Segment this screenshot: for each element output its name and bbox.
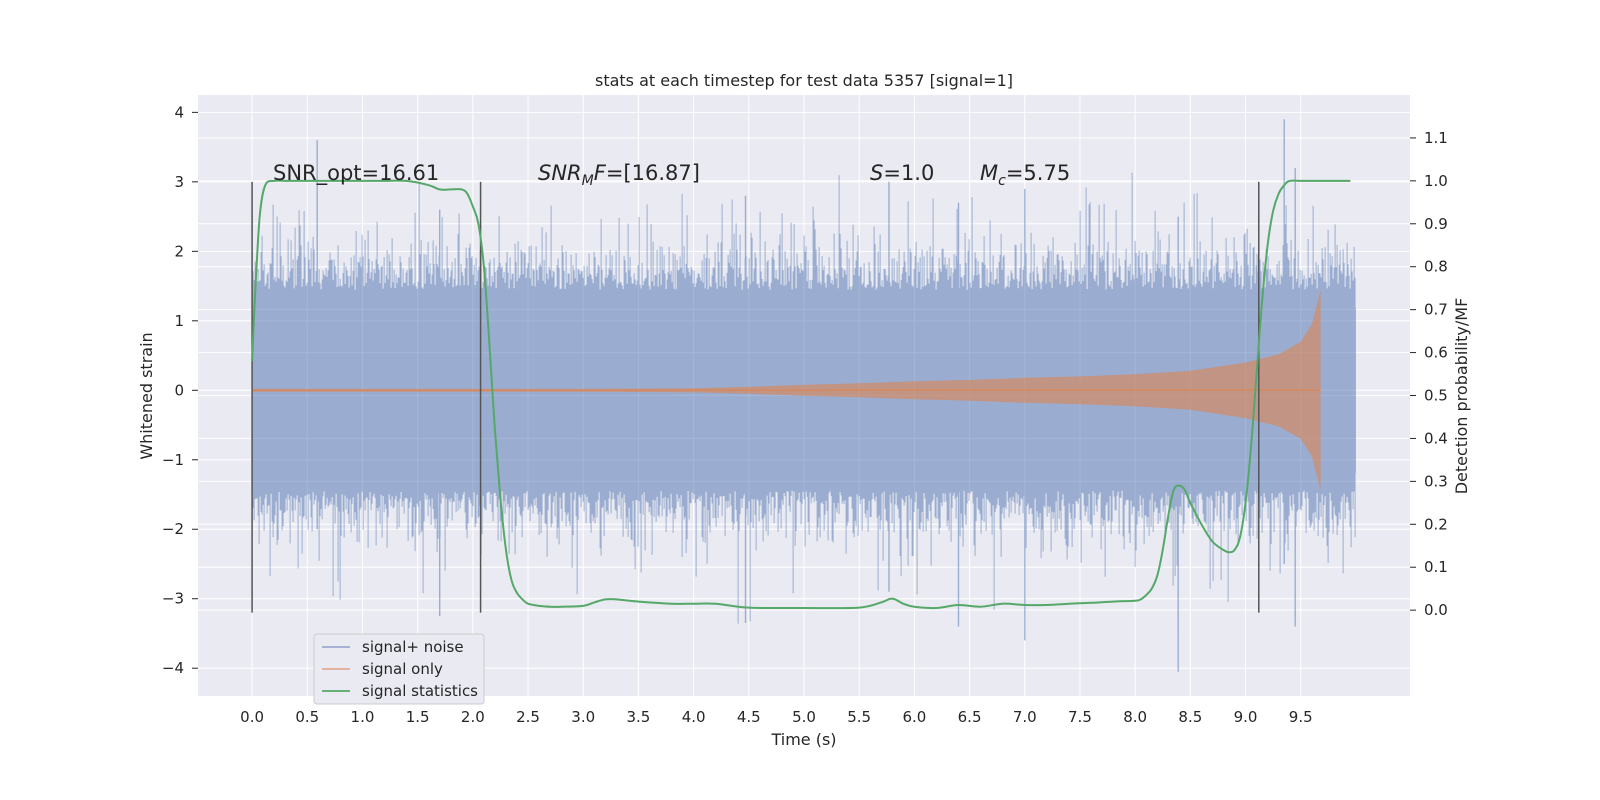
y-right-tick-label: 1.1 — [1424, 129, 1448, 147]
x-tick-label: 5.0 — [792, 708, 816, 726]
y-right-tick-label: 0.6 — [1424, 344, 1448, 362]
y-right-tick-label: 0.5 — [1424, 387, 1448, 405]
x-tick-label: 9.5 — [1289, 708, 1313, 726]
stats-line — [251, 179, 1351, 610]
x-tick-label: 5.5 — [847, 708, 871, 726]
annotation-mc: Mc=5.75 — [980, 161, 1070, 189]
x-tick-label: 3.0 — [571, 708, 595, 726]
x-tick-label: 8.0 — [1123, 708, 1147, 726]
x-tick-label: 2.5 — [516, 708, 540, 726]
y-right-tick-label: 0.4 — [1424, 429, 1448, 447]
annotation-snr-mf-subscript: M — [582, 173, 594, 189]
annotation-mc-value: =5.75 — [1006, 161, 1070, 185]
legend-box — [313, 633, 485, 705]
y-axis-left-ticks: 4 3 2 1 0 −1 −2 −3 −4 — [162, 103, 198, 677]
annotation-snr-opt: SNR_opt=16.61 — [273, 161, 439, 186]
annotation-mc-subscript: c — [998, 173, 1006, 189]
y-right-tick-label: 0.3 — [1424, 472, 1448, 490]
y-right-tick-label: 0.7 — [1424, 301, 1448, 319]
y-tick-label: 4 — [174, 103, 184, 121]
x-tick-label: 0.0 — [240, 708, 264, 726]
annotation-snr-mf-symbol: SNR — [538, 161, 582, 185]
x-axis-ticks: 0.0 0.5 1.0 1.5 2.0 2.5 3.0 3.5 4.0 4.5 5.0 5.5 6.0 6… — [240, 708, 1312, 726]
y-axis-right-ticks: 1.1 1.0 0.9 0.8 0.7 0.6 0.5 0.4 0.3 0.2 0.1 0.0 — [1410, 129, 1448, 619]
legend-label-signal: signal only — [362, 660, 443, 678]
stats-series — [251, 179, 1351, 610]
x-tick-label: 1.5 — [406, 708, 430, 726]
x-tick-label: 1.0 — [351, 708, 375, 726]
x-tick-label: 7.0 — [1013, 708, 1037, 726]
x-tick-label: 3.5 — [626, 708, 650, 726]
y-right-tick-label: 0.2 — [1424, 515, 1448, 533]
annotation-s-symbol: S — [870, 161, 883, 185]
y-tick-label: −1 — [162, 451, 184, 469]
x-tick-label: 6.0 — [902, 708, 926, 726]
y-axis-right-label: Detection probability/MF — [1452, 298, 1471, 495]
y-right-tick-label: 0.1 — [1424, 558, 1448, 576]
y-right-tick-label: 1.0 — [1424, 172, 1448, 190]
y-right-tick-label: 0.9 — [1424, 215, 1448, 233]
legend: signal+ noise signal only signal statist… — [313, 633, 485, 705]
chart-title: stats at each timestep for test data 535… — [595, 71, 1013, 90]
x-tick-label: 2.0 — [461, 708, 485, 726]
y-tick-label: −3 — [162, 590, 184, 608]
x-tick-label: 4.0 — [682, 708, 706, 726]
x-tick-label: 0.5 — [295, 708, 319, 726]
x-tick-label: 6.5 — [958, 708, 982, 726]
legend-label-noise: signal+ noise — [362, 638, 464, 656]
annotation-snr-mf-value: =[16.87] — [606, 161, 700, 185]
vertical-markers — [251, 181, 1260, 613]
x-axis-label: Time (s) — [770, 730, 836, 749]
x-tick-label: 7.5 — [1068, 708, 1092, 726]
x-tick-label: 9.0 — [1234, 708, 1258, 726]
annotation-s-value: =1.0 — [883, 161, 934, 185]
legend-label-stats: signal statistics — [362, 682, 478, 700]
x-tick-label: 4.5 — [737, 708, 761, 726]
y-right-tick-label: 0.0 — [1424, 601, 1448, 619]
annotation-s: S=1.0 — [870, 161, 934, 185]
annotation-snr-mf-letter: F — [594, 161, 607, 185]
y-tick-label: 1 — [174, 312, 184, 330]
y-tick-label: −4 — [162, 659, 184, 677]
annotation-mc-symbol: M — [980, 161, 998, 185]
y-right-tick-label: 0.8 — [1424, 258, 1448, 276]
signal-series — [252, 289, 1321, 491]
y-tick-label: 0 — [174, 381, 184, 399]
annotation-snr-mf: SNRMF=[16.87] — [538, 161, 700, 189]
y-tick-label: 2 — [174, 242, 184, 260]
x-tick-label: 8.5 — [1178, 708, 1202, 726]
y-tick-label: −2 — [162, 520, 184, 538]
y-axis-label: Whitened strain — [137, 332, 156, 459]
y-tick-label: 3 — [174, 173, 184, 191]
